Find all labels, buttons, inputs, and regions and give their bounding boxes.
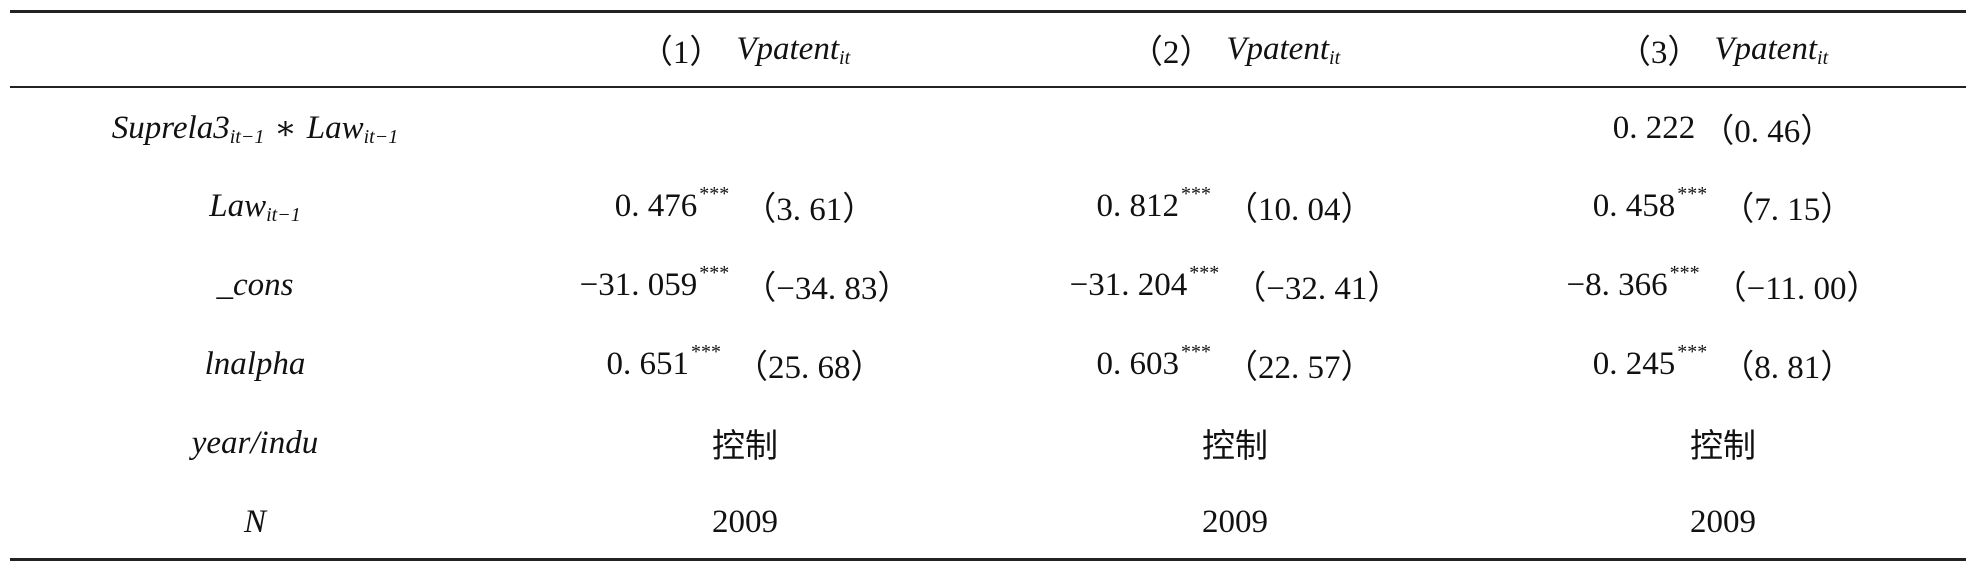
coef-cell: 0. 651 *** （25. 68） xyxy=(500,334,990,394)
table-row: year/indu 控制 控制 控制 xyxy=(10,413,1966,473)
observation-count: 2009 xyxy=(712,503,778,540)
coefficient: −8. 366 xyxy=(1566,266,1668,303)
header-rule xyxy=(10,86,1966,88)
significance-stars: *** xyxy=(699,261,730,284)
coef-cell: 0. 222 （0. 46） xyxy=(1480,98,1966,158)
t-statistic: （7. 15） xyxy=(1721,192,1854,228)
dependent-variable: Vpatent xyxy=(736,30,840,67)
table-row: lnalpha 0. 651 *** （25. 68） 0. 603 *** （22. … xyxy=(10,334,1966,394)
coef-cell: 0. 245 *** （8. 81） xyxy=(1480,334,1966,394)
col-number: （1） xyxy=(639,35,723,71)
coef-cell: 0. 812 *** （10. 04） xyxy=(990,176,1480,236)
coef-cell: 0. 603 *** （22. 57） xyxy=(990,334,1480,394)
t-statistic: （−11. 00） xyxy=(1713,271,1880,307)
control-cell: 控制 xyxy=(712,429,778,465)
observation-count: 2009 xyxy=(1690,503,1756,540)
table-row: _cons −31. 059 *** （−34. 83） −31. 204 *** （−… xyxy=(10,255,1966,315)
control-cell: 控制 xyxy=(1690,429,1756,465)
row-label: N xyxy=(10,492,500,552)
header-col-2: （2） Vpatent it xyxy=(990,19,1480,79)
significance-stars: *** xyxy=(1677,182,1708,205)
table-row: Law it−1 0. 476 *** （3. 61） 0. 812 *** （10. 0… xyxy=(10,176,1966,236)
header-row: （1） Vpatent it （2） Vpatent it （3） Vpatent i… xyxy=(10,19,1966,79)
col-number: （3） xyxy=(1617,35,1701,71)
coefficient: −31. 059 xyxy=(579,266,698,303)
header-label-cell xyxy=(10,19,500,79)
row-label: Suprela3 it−1 ∗ Law it−1 xyxy=(10,98,500,158)
coefficient: −31. 204 xyxy=(1069,266,1188,303)
coef-cell xyxy=(500,98,990,158)
t-statistic: （8. 81） xyxy=(1721,350,1854,386)
coefficient: 0. 476 xyxy=(614,187,698,224)
coefficient: 0. 245 xyxy=(1592,345,1676,382)
row-label: _cons xyxy=(10,255,500,315)
t-statistic: （10. 04） xyxy=(1225,192,1374,228)
label-var: Law xyxy=(306,109,364,146)
coefficient: 0. 458 xyxy=(1592,187,1676,224)
significance-stars: *** xyxy=(1181,182,1211,205)
significance-stars: *** xyxy=(699,182,730,205)
bottom-rule xyxy=(10,558,1966,561)
col-number: （2） xyxy=(1129,35,1213,71)
label-var: N xyxy=(243,503,266,540)
header-col-1: （1） Vpatent it xyxy=(500,19,990,79)
coef-cell: 0. 476 *** （3. 61） xyxy=(500,176,990,236)
t-statistic: （22. 57） xyxy=(1225,350,1374,386)
observation-count: 2009 xyxy=(1202,503,1268,540)
coef-cell: 0. 458 *** （7. 15） xyxy=(1480,176,1966,236)
t-statistic: （−34. 83） xyxy=(743,271,911,307)
coef-cell: −31. 204 *** （−32. 41） xyxy=(990,255,1480,315)
coefficient: 0. 603 xyxy=(1096,345,1180,382)
t-statistic: （25. 68） xyxy=(735,350,884,386)
significance-stars: *** xyxy=(1181,340,1211,363)
top-rule xyxy=(10,10,1966,13)
dependent-variable: Vpatent xyxy=(1226,30,1330,67)
interaction-operator: ∗ xyxy=(274,111,297,147)
coefficient: 0. 222 xyxy=(1612,109,1696,146)
t-statistic: （−32. 41） xyxy=(1233,271,1401,307)
coef-cell xyxy=(990,98,1480,158)
subscript: it−1 xyxy=(266,203,301,226)
subscript: it xyxy=(1817,46,1829,69)
coef-cell: −8. 366 *** （−11. 00） xyxy=(1480,255,1966,315)
significance-stars: *** xyxy=(691,340,721,363)
subscript: it−1 xyxy=(229,125,265,148)
label-var: Law xyxy=(209,187,267,224)
subscript: it xyxy=(1329,46,1341,69)
dependent-variable: Vpatent xyxy=(1714,30,1818,67)
row-label: Law it−1 xyxy=(10,176,500,236)
subscript: it−1 xyxy=(363,125,399,148)
significance-stars: *** xyxy=(1189,261,1220,284)
label-var: year/indu xyxy=(191,424,319,461)
row-label: lnalpha xyxy=(10,334,500,394)
table-row: Suprela3 it−1 ∗ Law it−1 0. 222 （0. 46） xyxy=(10,98,1966,158)
table-row: N 2009 2009 2009 xyxy=(10,492,1966,552)
label-var: _cons xyxy=(216,266,294,303)
coefficient: 0. 812 xyxy=(1096,187,1180,224)
label-var: Suprela3 xyxy=(111,109,230,146)
header-col-3: （3） Vpatent it xyxy=(1480,19,1966,79)
coef-cell: −31. 059 *** （−34. 83） xyxy=(500,255,990,315)
subscript: it xyxy=(839,46,851,69)
coefficient: 0. 651 xyxy=(606,345,690,382)
significance-stars: *** xyxy=(1677,340,1708,363)
t-statistic: （0. 46） xyxy=(1701,114,1834,150)
label-var: lnalpha xyxy=(204,345,306,382)
control-cell: 控制 xyxy=(1202,429,1268,465)
significance-stars: *** xyxy=(1669,261,1700,284)
t-statistic: （3. 61） xyxy=(743,192,876,228)
row-label: year/indu xyxy=(10,413,500,473)
